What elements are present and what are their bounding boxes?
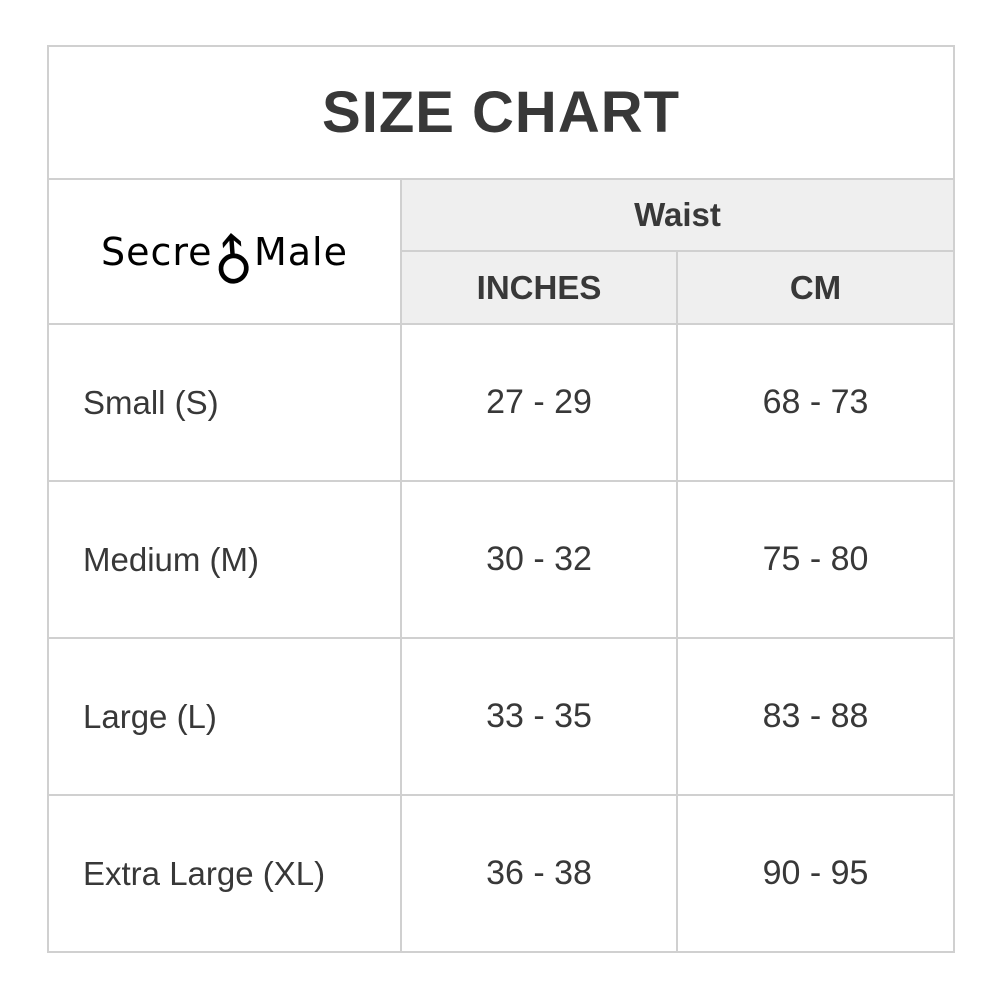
- table-row-medium: Medium (M) 30 - 32 75 - 80: [47, 480, 956, 639]
- inches-value: 30 - 32: [400, 480, 678, 639]
- size-label: Medium (M): [47, 480, 402, 639]
- cm-value: 68 - 73: [675, 323, 956, 482]
- size-label: Extra Large (XL): [47, 794, 402, 953]
- size-label: Small (S): [47, 323, 402, 482]
- title-row: SIZE CHART: [46, 45, 956, 180]
- cm-value: 83 - 88: [675, 637, 956, 796]
- cm-value: 75 - 80: [675, 480, 956, 639]
- logo-text-part1: Secre: [101, 229, 213, 274]
- inches-value: 27 - 29: [400, 323, 678, 482]
- size-chart-table: SIZE CHART Secre ♂ Male Waist INCHES CM …: [46, 45, 956, 953]
- table-row-large: Large (L) 33 - 35 83 - 88: [47, 637, 956, 796]
- size-label: Large (L): [47, 637, 402, 796]
- inches-value: 36 - 38: [400, 794, 678, 953]
- header-subhead-row: INCHES CM: [48, 250, 956, 325]
- column-group-header-waist: Waist: [399, 178, 956, 252]
- table-row-extra-large: Extra Large (XL) 36 - 38 90 - 95: [47, 794, 956, 953]
- column-header-inches: INCHES: [400, 250, 678, 325]
- page-title: SIZE CHART: [46, 45, 956, 180]
- logo-text-part2: Male: [253, 229, 348, 274]
- column-header-cm: CM: [675, 250, 956, 325]
- inches-value: 33 - 35: [400, 637, 678, 796]
- cm-value: 90 - 95: [675, 794, 956, 953]
- header-group-row: Secre ♂ Male Waist: [47, 178, 956, 325]
- brand-logo: Secre ♂ Male: [47, 178, 402, 325]
- brand-logo-text: Secre ♂ Male: [101, 222, 348, 300]
- table-row-small: Small (S) 27 - 29 68 - 73: [47, 323, 956, 482]
